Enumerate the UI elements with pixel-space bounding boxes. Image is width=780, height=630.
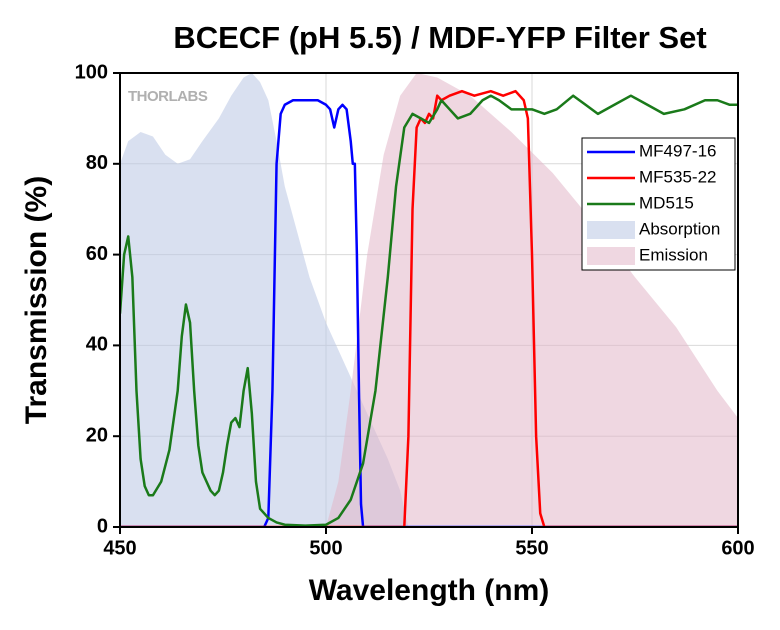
legend: MF497-16 MF535-22 MD515 Absorption Emission bbox=[581, 137, 736, 271]
x-tick-label: 500 bbox=[309, 537, 342, 559]
legend-label: MD515 bbox=[639, 193, 694, 212]
x-tick-label: 450 bbox=[103, 537, 136, 559]
watermark: THORLABS bbox=[128, 88, 208, 105]
chart-title: BCECF (pH 5.5) / MDF-YFP Filter Set bbox=[173, 20, 706, 55]
legend-label: MF535-22 bbox=[639, 167, 716, 186]
area bbox=[120, 73, 409, 527]
y-tick-label: 40 bbox=[86, 334, 108, 356]
y-tick-label: 60 bbox=[86, 243, 108, 265]
legend-label: Absorption bbox=[639, 219, 720, 238]
legend-label: Emission bbox=[639, 245, 708, 264]
y-tick-label: 0 bbox=[97, 515, 108, 537]
plot-frame bbox=[119, 72, 739, 528]
legend-swatch bbox=[587, 221, 635, 239]
y-tick-label: 80 bbox=[86, 152, 108, 174]
x-axis-label: Wavelength (nm) bbox=[309, 574, 550, 607]
legend-swatch bbox=[587, 247, 635, 265]
line bbox=[120, 94, 738, 527]
x-tick-label: 600 bbox=[721, 537, 754, 559]
x-tick-label: 550 bbox=[515, 537, 548, 559]
y-tick-label: 20 bbox=[86, 424, 108, 446]
line bbox=[120, 89, 738, 527]
y-axis-label: Transmission (%) bbox=[20, 176, 53, 424]
line bbox=[120, 98, 738, 527]
y-tick-label: 100 bbox=[75, 61, 108, 83]
plot-area bbox=[120, 73, 738, 527]
legend-label: MF497-16 bbox=[639, 141, 716, 160]
